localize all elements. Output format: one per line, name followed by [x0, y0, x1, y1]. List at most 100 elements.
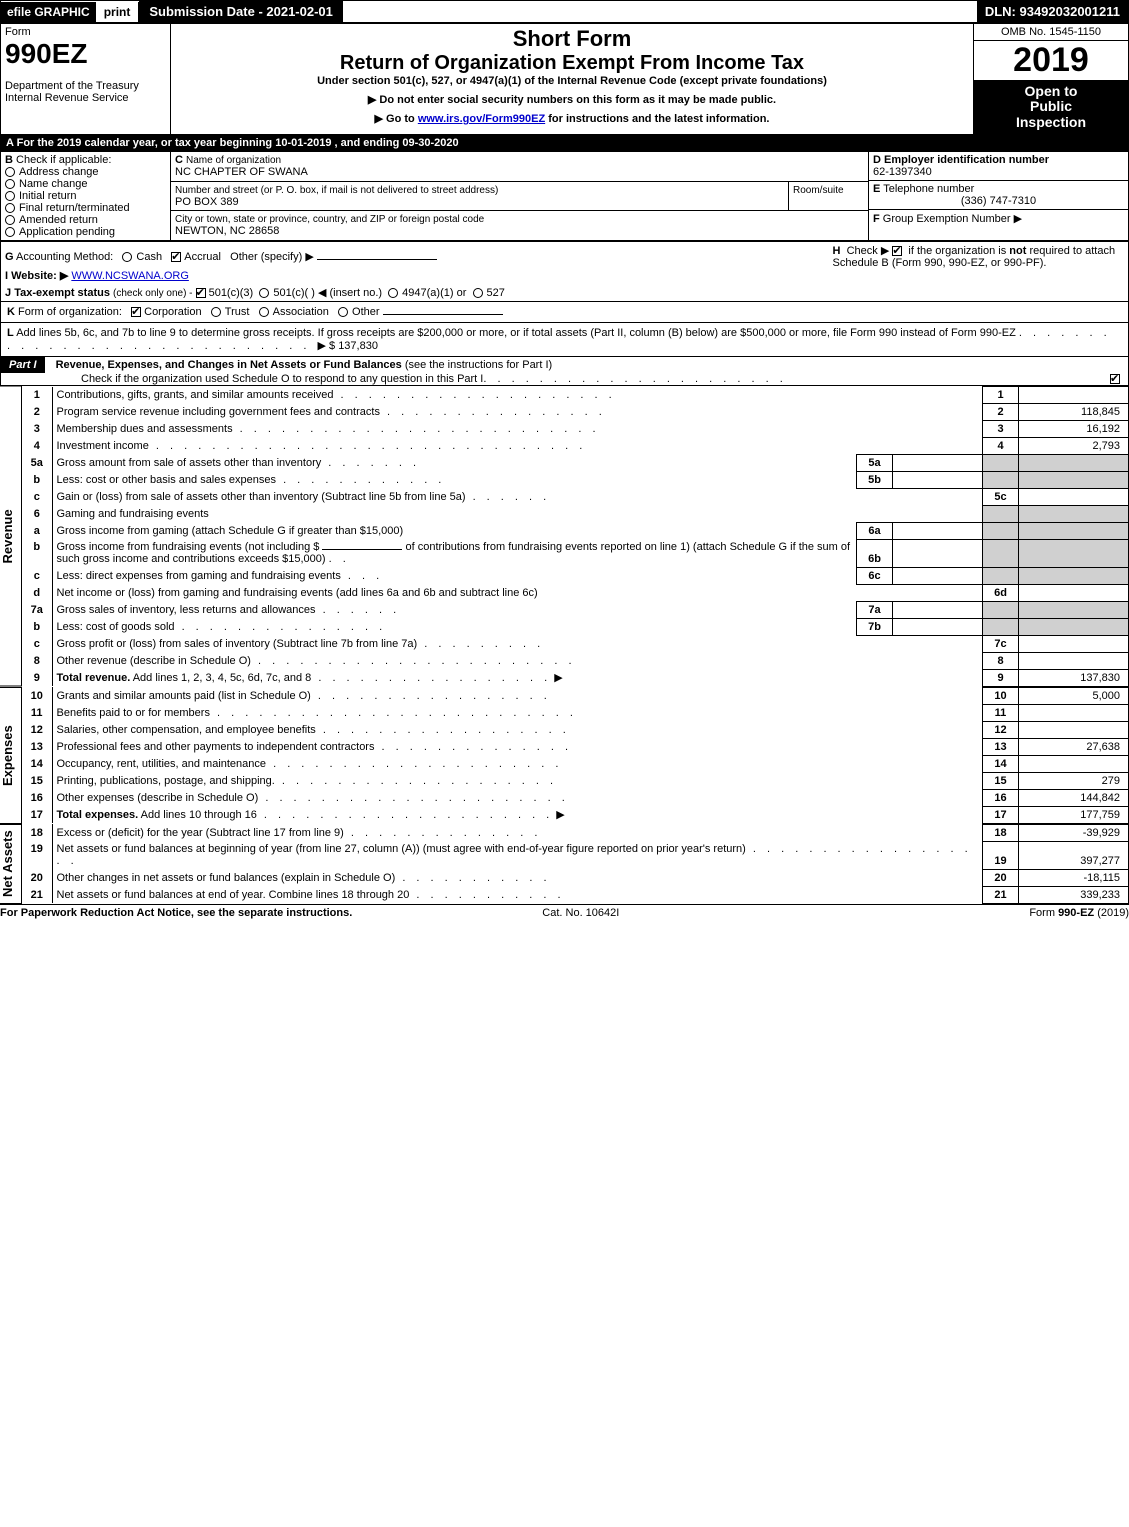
line5a-ib: 5a	[857, 455, 893, 472]
ein-value: 62-1397340	[873, 166, 932, 178]
line9-box: 9	[983, 669, 1019, 686]
line18-desc: Excess or (deficit) for the year (Subtra…	[57, 827, 344, 839]
line11-desc: Benefits paid to or for members	[57, 707, 210, 719]
section-j-note: (check only one) -	[113, 288, 192, 299]
line11-box: 11	[983, 704, 1019, 721]
revenue-side-label: Revenue	[0, 386, 22, 687]
section-f-arrow: ▶	[1014, 213, 1022, 225]
line13-num: 13	[22, 738, 52, 755]
dept-irs: Internal Revenue Service	[5, 92, 166, 104]
line8-val	[1019, 652, 1129, 669]
check-schedule-o[interactable]	[1110, 374, 1120, 384]
section-l-arrow: ▶	[317, 340, 325, 352]
line21-box: 21	[983, 886, 1019, 903]
submission-date-label: Submission Date - 2021-02-01	[139, 1, 343, 22]
check-corporation[interactable]	[131, 307, 141, 317]
check-527[interactable]	[473, 288, 483, 298]
line14-val	[1019, 755, 1129, 772]
line5c-desc: Gain or (loss) from sale of assets other…	[57, 491, 466, 503]
opt-address-change: Address change	[19, 166, 99, 178]
check-accrual[interactable]	[171, 252, 181, 262]
line13-val: 27,638	[1019, 738, 1129, 755]
shade-7a	[983, 601, 1019, 618]
line6b-blank[interactable]	[322, 549, 402, 550]
line10-desc: Grants and similar amounts paid (list in…	[57, 690, 311, 702]
check-address-change[interactable]	[5, 167, 15, 177]
check-name-change[interactable]	[5, 179, 15, 189]
org-name: NC CHAPTER OF SWANA	[175, 166, 308, 178]
dept-treasury: Department of the Treasury	[5, 80, 166, 92]
check-trust[interactable]	[211, 307, 221, 317]
section-e-title: Telephone number	[883, 183, 974, 195]
line18-val: -39,929	[1019, 824, 1129, 841]
line6d-box: 6d	[983, 584, 1019, 601]
check-initial-return[interactable]	[5, 191, 15, 201]
line6a-num: a	[22, 522, 52, 539]
line7a-num: 7a	[22, 601, 52, 618]
section-g-label: G	[5, 251, 14, 263]
line5a-iv	[893, 455, 983, 472]
line7b-desc: Less: cost of goods sold	[57, 621, 175, 633]
dots-part1: . . . . . . . . . . . . . . . . . . . . …	[483, 373, 786, 385]
shade-7a-v	[1019, 601, 1129, 618]
line3-box: 3	[983, 421, 1019, 438]
section-f-label: F	[873, 213, 880, 225]
section-c-label: C	[175, 154, 183, 166]
check-501c[interactable]	[259, 288, 269, 298]
line16-box: 16	[983, 789, 1019, 806]
line7a-iv	[893, 601, 983, 618]
line6d-val	[1019, 584, 1129, 601]
line-a-label: A	[6, 137, 14, 149]
tax-year-big: 2019	[974, 41, 1128, 80]
check-4947[interactable]	[388, 288, 398, 298]
footer-pre: Form	[1029, 907, 1058, 919]
opt-4947: 4947(a)(1) or	[402, 287, 466, 299]
check-association[interactable]	[259, 307, 269, 317]
line12-val	[1019, 721, 1129, 738]
line6-desc: Gaming and fundraising events	[57, 508, 209, 520]
expenses-table: 10 Grants and similar amounts paid (list…	[22, 687, 1129, 824]
website-link[interactable]: WWW.NCSWANA.ORG	[71, 270, 189, 282]
line5c-box: 5c	[983, 489, 1019, 506]
line11-num: 11	[22, 704, 52, 721]
check-final-return[interactable]	[5, 203, 15, 213]
expenses-section: Expenses 10 Grants and similar amounts p…	[0, 687, 1129, 824]
irs-link[interactable]: www.irs.gov/Form990EZ	[418, 113, 545, 125]
footer-row: For Paperwork Reduction Act Notice, see …	[0, 904, 1129, 919]
section-l-text: Add lines 5b, 6c, and 7b to line 9 to de…	[16, 327, 1016, 339]
shade-6a	[983, 522, 1019, 539]
check-schedule-b[interactable]	[892, 246, 902, 256]
check-501c3[interactable]	[196, 288, 206, 298]
line9-val: 137,830	[1019, 669, 1129, 686]
print-button[interactable]: print	[96, 2, 140, 22]
check-cash[interactable]	[122, 252, 132, 262]
line12-num: 12	[22, 721, 52, 738]
line1-box: 1	[983, 387, 1019, 404]
line20-box: 20	[983, 869, 1019, 886]
line19-num: 19	[22, 841, 52, 869]
line3-val: 16,192	[1019, 421, 1129, 438]
check-amended-return[interactable]	[5, 215, 15, 225]
check-application-pending[interactable]	[5, 227, 15, 237]
efile-button[interactable]: efile GRAPHIC	[1, 2, 96, 22]
line1-val	[1019, 387, 1129, 404]
line-a-text: For the 2019 calendar year, or tax year …	[17, 137, 459, 149]
addr1-label: Number and street (or P. O. box, if mail…	[175, 185, 498, 196]
other-specify-line[interactable]	[317, 259, 437, 260]
line6b-num: b	[22, 539, 52, 567]
line21-desc: Net assets or fund balances at end of ye…	[57, 889, 410, 901]
line4-val: 2,793	[1019, 438, 1129, 455]
section-j-title: Tax-exempt status	[14, 287, 110, 299]
instr-post: for instructions and the latest informat…	[548, 113, 769, 125]
line5b-ib: 5b	[857, 472, 893, 489]
opt-other-org: Other	[352, 306, 380, 318]
expenses-side-label: Expenses	[0, 687, 22, 824]
line13-box: 13	[983, 738, 1019, 755]
section-k-title: Form of organization:	[18, 306, 122, 318]
netassets-section: Net Assets 18 Excess or (deficit) for th…	[0, 824, 1129, 904]
section-k-label: K	[7, 306, 15, 318]
check-other-org[interactable]	[338, 307, 348, 317]
other-org-line[interactable]	[383, 314, 503, 315]
line16-desc: Other expenses (describe in Schedule O)	[57, 792, 259, 804]
line7b-iv	[893, 618, 983, 635]
